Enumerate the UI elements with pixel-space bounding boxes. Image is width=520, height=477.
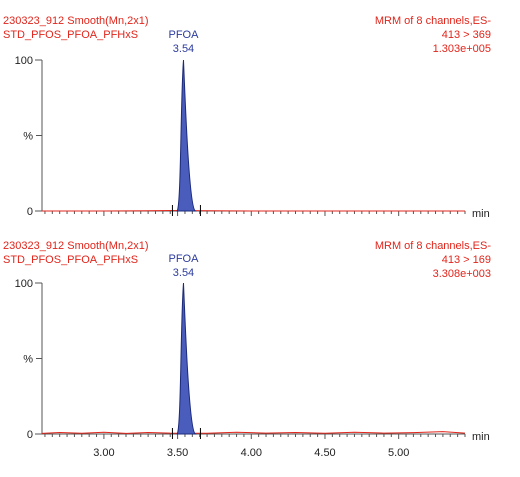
panel2-x-axis-unit: min	[472, 431, 490, 443]
panel1-header-right-line-2: 413 > 369	[442, 29, 491, 41]
panel2-header-right-line-1: MRM of 8 channels,ES-	[375, 240, 491, 252]
panel2-y-tick-label-0: 0	[27, 429, 33, 441]
panel2-peak-pfoa	[176, 282, 197, 435]
panel2-header-left-line-1: 230323_912 Smooth(Mn,2x1)	[3, 240, 149, 252]
panel1-header-right-line-3: 1.303e+005	[433, 43, 491, 55]
panel1-y-axis-label: %	[23, 131, 33, 143]
panel2-header-left-line-2: STD_PFOS_PFOA_PFHxS	[3, 254, 138, 266]
panel1-header-left-line-1: 230323_912 Smooth(Mn,2x1)	[3, 15, 149, 27]
panel1-y-tick-label-0: 0	[27, 206, 33, 218]
panel1-header-right-line-1: MRM of 8 channels,ES-	[375, 15, 491, 27]
panel2-header-right-line-2: 413 > 169	[442, 254, 491, 266]
panel1-peak-label-rt: 3.54	[173, 43, 194, 55]
panel1-x-axis-unit: min	[472, 208, 490, 220]
panel2-x-tick-label-4.50: 4.50	[314, 447, 335, 459]
panel2-header-right-line-3: 3.308e+003	[433, 268, 491, 280]
panel1-header-left-line-2: STD_PFOS_PFOA_PFHxS	[3, 29, 138, 41]
panel2-y-axis-label: %	[23, 354, 33, 366]
panel2-x-tick-label-3.50: 3.50	[167, 447, 188, 459]
panel2-x-tick-label-4.00: 4.00	[241, 447, 262, 459]
panel2-peak-label-name: PFOA	[169, 253, 200, 265]
panel2-x-tick-label-5.00: 5.00	[388, 447, 409, 459]
panel1-baseline-trace	[42, 209, 465, 212]
panel1-peak-pfoa	[176, 59, 197, 212]
panel2-x-tick-label-3.00: 3.00	[93, 447, 114, 459]
panel2-peak-label-rt: 3.54	[173, 267, 194, 279]
panel2-y-tick-label-100: 100	[15, 278, 33, 290]
panel2-baseline-trace	[41, 431, 466, 434]
panel1-peak-label-name: PFOA	[169, 29, 200, 41]
panel1-y-tick-label-100: 100	[15, 55, 33, 67]
